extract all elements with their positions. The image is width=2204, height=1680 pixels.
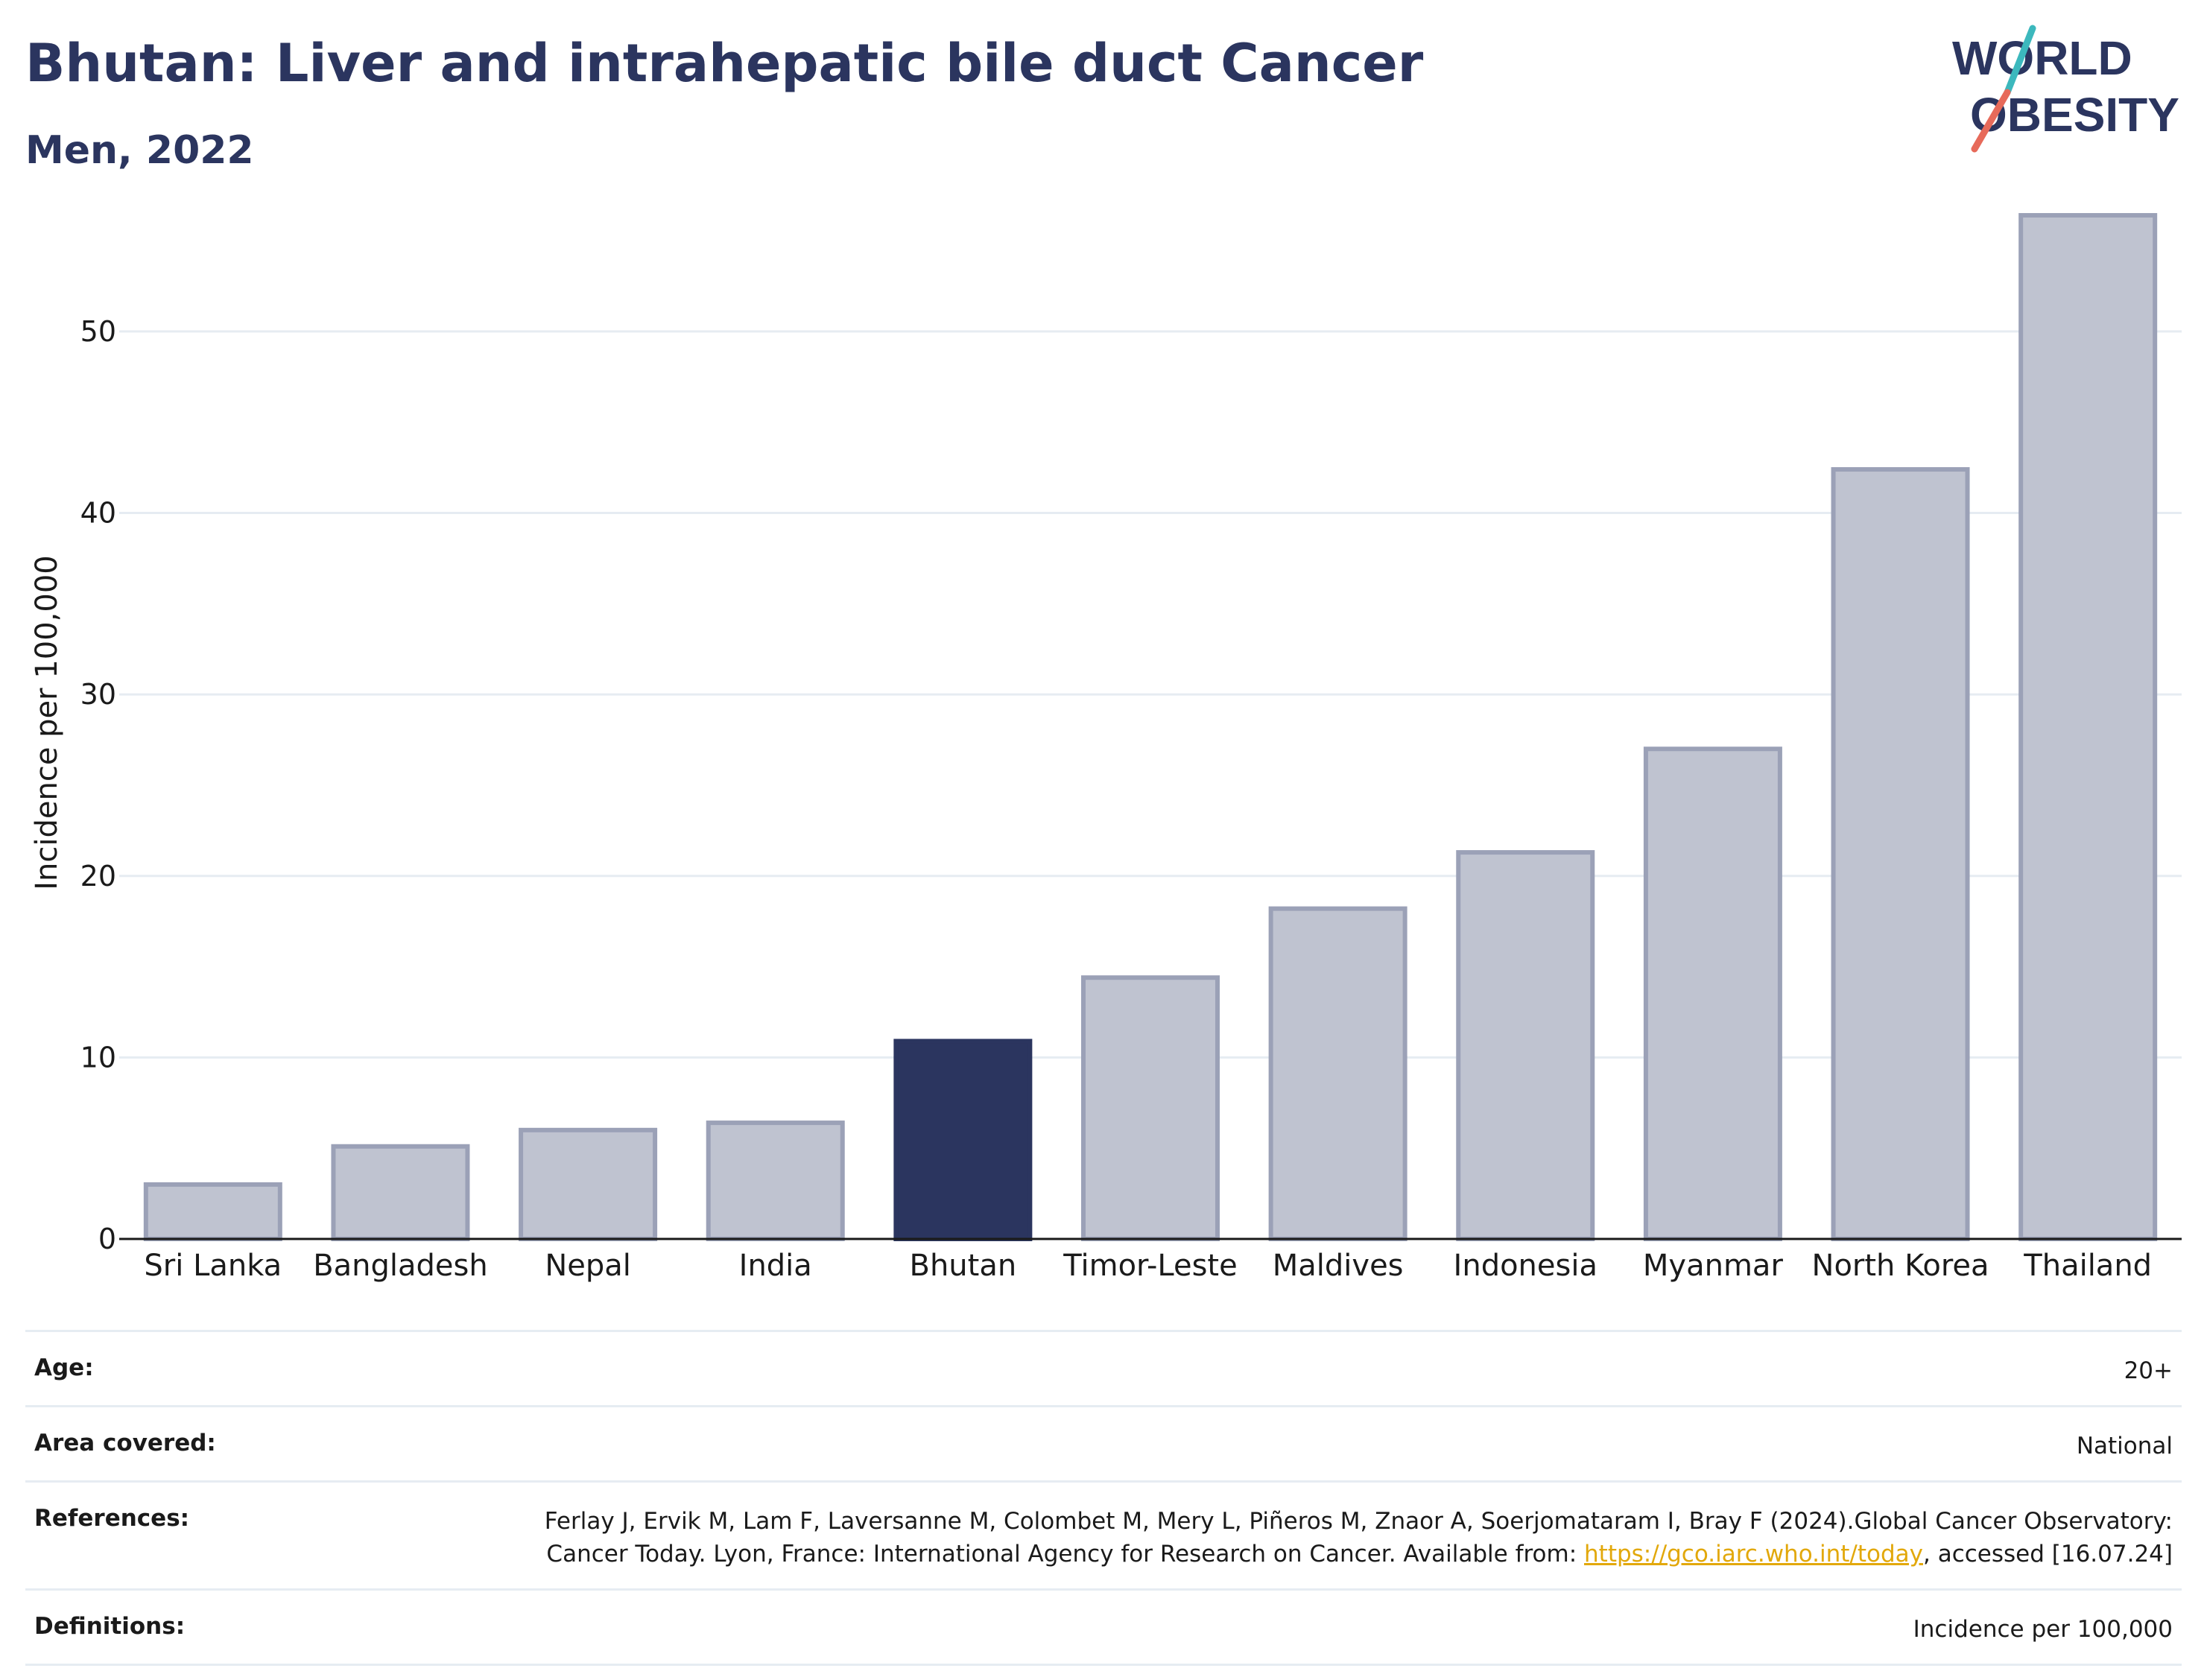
chart-subtitle: Men, 2022 — [25, 128, 254, 173]
x-category-label: North Korea — [1812, 1249, 1989, 1283]
info-row-area: Area covered: National — [25, 1407, 2182, 1483]
area-value: National — [2076, 1433, 2173, 1459]
chart-title: Bhutan: Liver and intrahepatic bile duct… — [25, 33, 1424, 94]
x-category-label: Bhutan — [910, 1249, 1017, 1283]
logo-line1: WORLD — [1952, 31, 2132, 85]
logo-slash-coral — [1971, 89, 2011, 153]
age-value: 20+ — [2124, 1357, 2173, 1384]
y-tick-label: 30 — [80, 678, 116, 711]
x-category-label: Indonesia — [1454, 1249, 1597, 1283]
info-row-references: References: Ferlay J, Ervik M, Lam F, La… — [25, 1483, 2182, 1591]
age-label: Age: — [34, 1354, 94, 1381]
bar-sri-lanka — [143, 1182, 282, 1242]
bar-chart: 0 10 20 30 40 50 Sri Lanka Bangladesh Nepal Indi… — [30, 212, 2182, 1283]
info-row-age: Age: 20+ — [25, 1332, 2182, 1407]
x-category-label: India — [739, 1249, 812, 1283]
bar-timor-leste — [1081, 975, 1220, 1241]
x-category-label: Thailand — [2023, 1249, 2152, 1283]
bar-india — [706, 1120, 845, 1241]
references-text-2: , accessed [16.07.24] — [1922, 1541, 2173, 1568]
y-axis-title: Incidence per 100,000 — [30, 555, 64, 890]
bar-bangladesh — [331, 1144, 470, 1241]
x-category-label: Nepal — [545, 1249, 631, 1283]
y-tick-label: 10 — [80, 1041, 116, 1074]
y-tick-label: 0 — [98, 1223, 116, 1255]
references-link[interactable]: https://gco.iarc.who.int/today — [1584, 1541, 1923, 1568]
bar-maldives — [1268, 906, 1407, 1241]
x-category-label: Myanmar — [1643, 1249, 1784, 1283]
x-category-label: Sri Lanka — [144, 1249, 282, 1283]
y-tick-label: 50 — [80, 315, 116, 348]
definitions-value: Incidence per 100,000 — [1913, 1616, 2173, 1643]
x-category-label: Timor-Leste — [1063, 1249, 1237, 1283]
bars — [143, 212, 2158, 1242]
x-category-label: Maldives — [1273, 1249, 1404, 1283]
world-obesity-logo: WORLD OBESITY — [1952, 25, 2179, 153]
y-tick-label: 20 — [80, 860, 116, 893]
area-label: Area covered: — [34, 1430, 216, 1456]
references-value: Ferlay J, Ervik M, Lam F, Laversanne M, … — [533, 1505, 2173, 1570]
bar-bhutan — [893, 1039, 1033, 1242]
bar-myanmar — [1643, 747, 1782, 1241]
bar-indonesia — [1456, 850, 1595, 1241]
y-tick-label: 40 — [80, 497, 116, 530]
definitions-label: Definitions: — [34, 1613, 186, 1640]
x-category-label: Bangladesh — [313, 1249, 488, 1283]
y-tick-labels: 0 10 20 30 40 50 — [80, 315, 116, 1255]
references-label: References: — [34, 1505, 190, 1532]
bar-thailand — [2018, 212, 2158, 1241]
references-text-1: Ferlay J, Ervik M, Lam F, Laversanne M, … — [544, 1508, 2173, 1568]
bar-nepal — [519, 1127, 658, 1242]
bar-north-korea — [1831, 467, 1970, 1242]
info-table: Age: 20+ Area covered: National Referenc… — [25, 1330, 2182, 1666]
logo-slash-teal — [2004, 25, 2036, 96]
info-row-definitions: Definitions: Incidence per 100,000 — [25, 1591, 2182, 1666]
x-category-labels: Sri Lanka Bangladesh Nepal India Bhutan Timor… — [144, 1249, 2152, 1283]
